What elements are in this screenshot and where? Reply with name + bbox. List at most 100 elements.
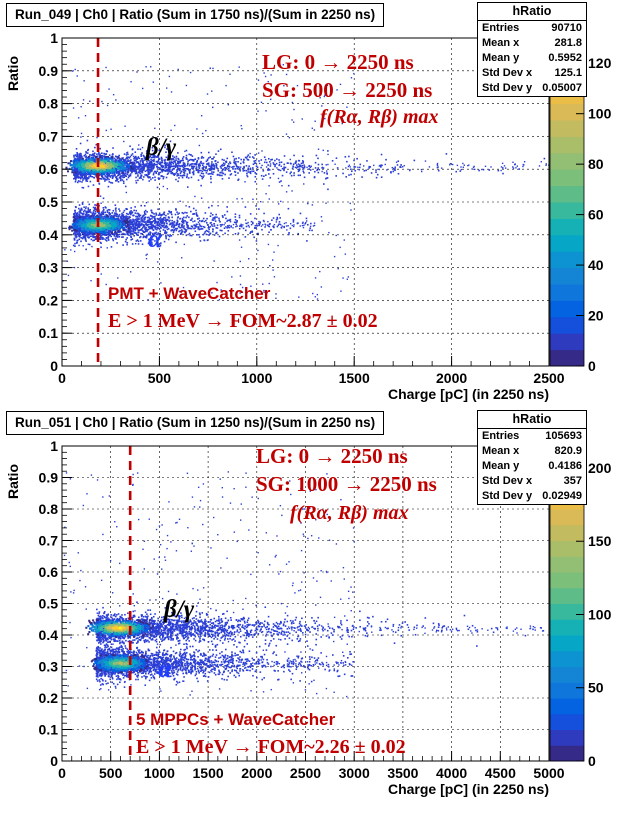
- point: [127, 224, 130, 227]
- point: [139, 214, 142, 217]
- point: [127, 159, 129, 161]
- point: [260, 159, 263, 161]
- point: [122, 167, 125, 170]
- point: [117, 156, 120, 159]
- point: [136, 239, 139, 241]
- point: [322, 167, 325, 169]
- point: [115, 215, 118, 218]
- point: [125, 231, 128, 233]
- point: [118, 224, 121, 226]
- point: [316, 169, 318, 172]
- point: [175, 209, 177, 211]
- point: [100, 157, 102, 159]
- point: [208, 206, 210, 209]
- point: [217, 150, 220, 152]
- point: [153, 153, 155, 156]
- point: [82, 177, 85, 180]
- point: [85, 176, 87, 179]
- point: [97, 153, 100, 155]
- point: [110, 246, 113, 248]
- point: [178, 177, 180, 179]
- point: [171, 229, 173, 231]
- point: [203, 239, 206, 242]
- point: [202, 162, 205, 165]
- point: [156, 186, 159, 189]
- point: [108, 234, 111, 237]
- point: [175, 163, 177, 166]
- point: [140, 232, 142, 235]
- point: [197, 157, 200, 159]
- point: [88, 203, 91, 206]
- point: [500, 166, 503, 168]
- point: [144, 236, 147, 238]
- point: [142, 226, 144, 229]
- point: [193, 212, 195, 215]
- point: [93, 171, 96, 174]
- point: [89, 233, 92, 235]
- point: [81, 209, 83, 211]
- point: [147, 170, 150, 173]
- point: [79, 156, 81, 159]
- point: [347, 165, 350, 168]
- point: [88, 173, 91, 176]
- point: [99, 214, 101, 217]
- point: [95, 158, 98, 161]
- point: [137, 234, 139, 236]
- point: [83, 174, 86, 177]
- point: [170, 211, 172, 214]
- point: [203, 226, 206, 229]
- point: [455, 170, 458, 173]
- point: [488, 169, 491, 171]
- point: [90, 166, 93, 169]
- point: [191, 155, 194, 157]
- point: [87, 211, 90, 214]
- point: [176, 160, 179, 163]
- point: [213, 225, 216, 227]
- point: [221, 158, 224, 161]
- point: [205, 160, 208, 163]
- point: [152, 173, 155, 176]
- point: [85, 155, 88, 158]
- point: [80, 212, 82, 214]
- point: [102, 212, 104, 215]
- point: [258, 160, 260, 162]
- point: [121, 162, 124, 165]
- point: [92, 217, 95, 220]
- point: [117, 172, 120, 174]
- point: [74, 167, 77, 170]
- point: [95, 170, 98, 173]
- point: [135, 176, 137, 179]
- point: [93, 213, 96, 215]
- point: [254, 159, 257, 162]
- point: [121, 218, 123, 220]
- point: [296, 164, 298, 166]
- point: [283, 167, 285, 170]
- point: [138, 226, 141, 229]
- point: [208, 168, 211, 170]
- point: [169, 211, 171, 214]
- point: [131, 243, 134, 245]
- point: [124, 224, 126, 227]
- point: [80, 237, 83, 239]
- point: [93, 160, 96, 163]
- point: [101, 168, 104, 171]
- point: [119, 216, 122, 218]
- point: [104, 206, 107, 208]
- point: [127, 166, 130, 169]
- point: [182, 163, 185, 166]
- point: [150, 224, 153, 226]
- point: [107, 238, 110, 240]
- point: [130, 223, 133, 226]
- point: [115, 170, 118, 173]
- point: [259, 221, 262, 224]
- point: [143, 214, 146, 216]
- point: [297, 163, 300, 165]
- point: [135, 224, 137, 226]
- point: [119, 167, 122, 170]
- point: [159, 171, 162, 174]
- point: [162, 220, 164, 223]
- point: [265, 166, 268, 168]
- point: [138, 225, 141, 227]
- point: [147, 176, 150, 179]
- point: [69, 162, 72, 165]
